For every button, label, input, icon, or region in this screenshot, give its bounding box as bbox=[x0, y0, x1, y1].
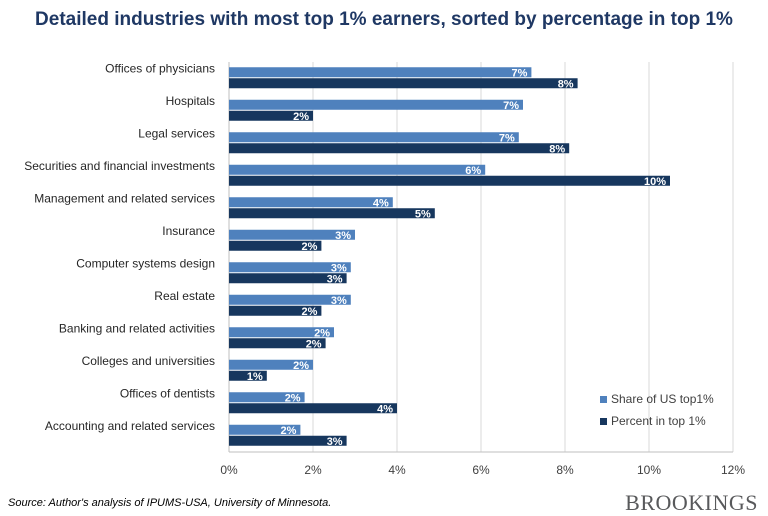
bar-share-of-us-top1 bbox=[229, 392, 305, 403]
category-label: Insurance bbox=[162, 224, 215, 238]
bar-percent-in-top1 bbox=[229, 305, 322, 316]
data-label: 3% bbox=[327, 436, 343, 448]
data-label: 7% bbox=[511, 67, 527, 79]
category-label: Securities and financial investments bbox=[24, 159, 215, 173]
bar-share-of-us-top1 bbox=[229, 99, 523, 110]
data-label: 2% bbox=[280, 425, 296, 437]
data-label: 3% bbox=[327, 273, 343, 285]
category-label: Legal services bbox=[138, 126, 215, 140]
data-label: 6% bbox=[465, 165, 481, 177]
data-label: 4% bbox=[373, 197, 389, 209]
chart-title: Detailed industries with most top 1% ear… bbox=[35, 9, 733, 30]
legend-swatch bbox=[600, 396, 607, 403]
data-label: 5% bbox=[415, 208, 431, 220]
bar-share-of-us-top1 bbox=[229, 132, 519, 143]
category-label: Computer systems design bbox=[76, 256, 215, 270]
data-label: 2% bbox=[285, 392, 301, 404]
data-label: 10% bbox=[644, 176, 666, 188]
data-label: 8% bbox=[558, 78, 574, 90]
data-label: 2% bbox=[293, 111, 309, 123]
bar-share-of-us-top1 bbox=[229, 197, 393, 208]
bar-share-of-us-top1 bbox=[229, 359, 313, 370]
data-label: 2% bbox=[301, 241, 317, 253]
data-label: 4% bbox=[377, 403, 393, 415]
bar-share-of-us-top1 bbox=[229, 262, 351, 273]
bar-percent-in-top1 bbox=[229, 370, 267, 381]
x-tick-label: 10% bbox=[637, 463, 661, 477]
bar-share-of-us-top1 bbox=[229, 229, 355, 240]
x-tick-label: 8% bbox=[556, 463, 574, 477]
x-tick-label: 2% bbox=[304, 463, 322, 477]
data-label: 1% bbox=[247, 371, 263, 383]
data-label: 3% bbox=[331, 295, 347, 307]
bar-share-of-us-top1 bbox=[229, 327, 334, 338]
bar-percent-in-top1 bbox=[229, 208, 435, 219]
data-label: 7% bbox=[503, 100, 519, 112]
data-label: 2% bbox=[306, 338, 322, 350]
legend-label: Percent in top 1% bbox=[611, 414, 706, 428]
category-label: Banking and related activities bbox=[59, 321, 215, 335]
x-tick-label: 6% bbox=[472, 463, 490, 477]
category-label: Real estate bbox=[154, 289, 215, 303]
bar-percent-in-top1 bbox=[229, 143, 570, 154]
data-label: 3% bbox=[335, 230, 351, 242]
legend-label: Share of US top1% bbox=[611, 392, 714, 406]
legend-swatch bbox=[600, 418, 607, 425]
bar-percent-in-top1 bbox=[229, 240, 322, 251]
data-label: 2% bbox=[314, 327, 330, 339]
bar-share-of-us-top1 bbox=[229, 424, 301, 435]
bar-percent-in-top1 bbox=[229, 435, 347, 446]
data-label: 8% bbox=[549, 143, 565, 155]
data-label: 2% bbox=[301, 306, 317, 318]
bar-percent-in-top1 bbox=[229, 403, 397, 414]
category-label: Hospitals bbox=[166, 94, 215, 108]
bar-percent-in-top1 bbox=[229, 338, 326, 349]
x-tick-label: 4% bbox=[388, 463, 406, 477]
x-tick-label: 0% bbox=[220, 463, 238, 477]
category-label: Offices of dentists bbox=[120, 386, 215, 400]
bar-share-of-us-top1 bbox=[229, 67, 532, 78]
bar-percent-in-top1 bbox=[229, 273, 347, 284]
data-label: 3% bbox=[331, 262, 347, 274]
data-label: 2% bbox=[293, 360, 309, 372]
source-note: Source: Author's analysis of IPUMS-USA, … bbox=[8, 497, 332, 509]
brookings-logo: BROOKINGS bbox=[625, 490, 758, 515]
category-label: Accounting and related services bbox=[45, 419, 215, 433]
bar-percent-in-top1 bbox=[229, 78, 578, 89]
bar-share-of-us-top1 bbox=[229, 294, 351, 305]
category-label: Offices of physicians bbox=[105, 61, 215, 75]
category-label: Management and related services bbox=[34, 191, 215, 205]
x-tick-label: 12% bbox=[721, 463, 745, 477]
bar-share-of-us-top1 bbox=[229, 164, 486, 175]
bar-percent-in-top1 bbox=[229, 175, 670, 186]
category-label: Colleges and universities bbox=[82, 354, 215, 368]
bar-percent-in-top1 bbox=[229, 110, 313, 121]
data-label: 7% bbox=[499, 132, 515, 144]
